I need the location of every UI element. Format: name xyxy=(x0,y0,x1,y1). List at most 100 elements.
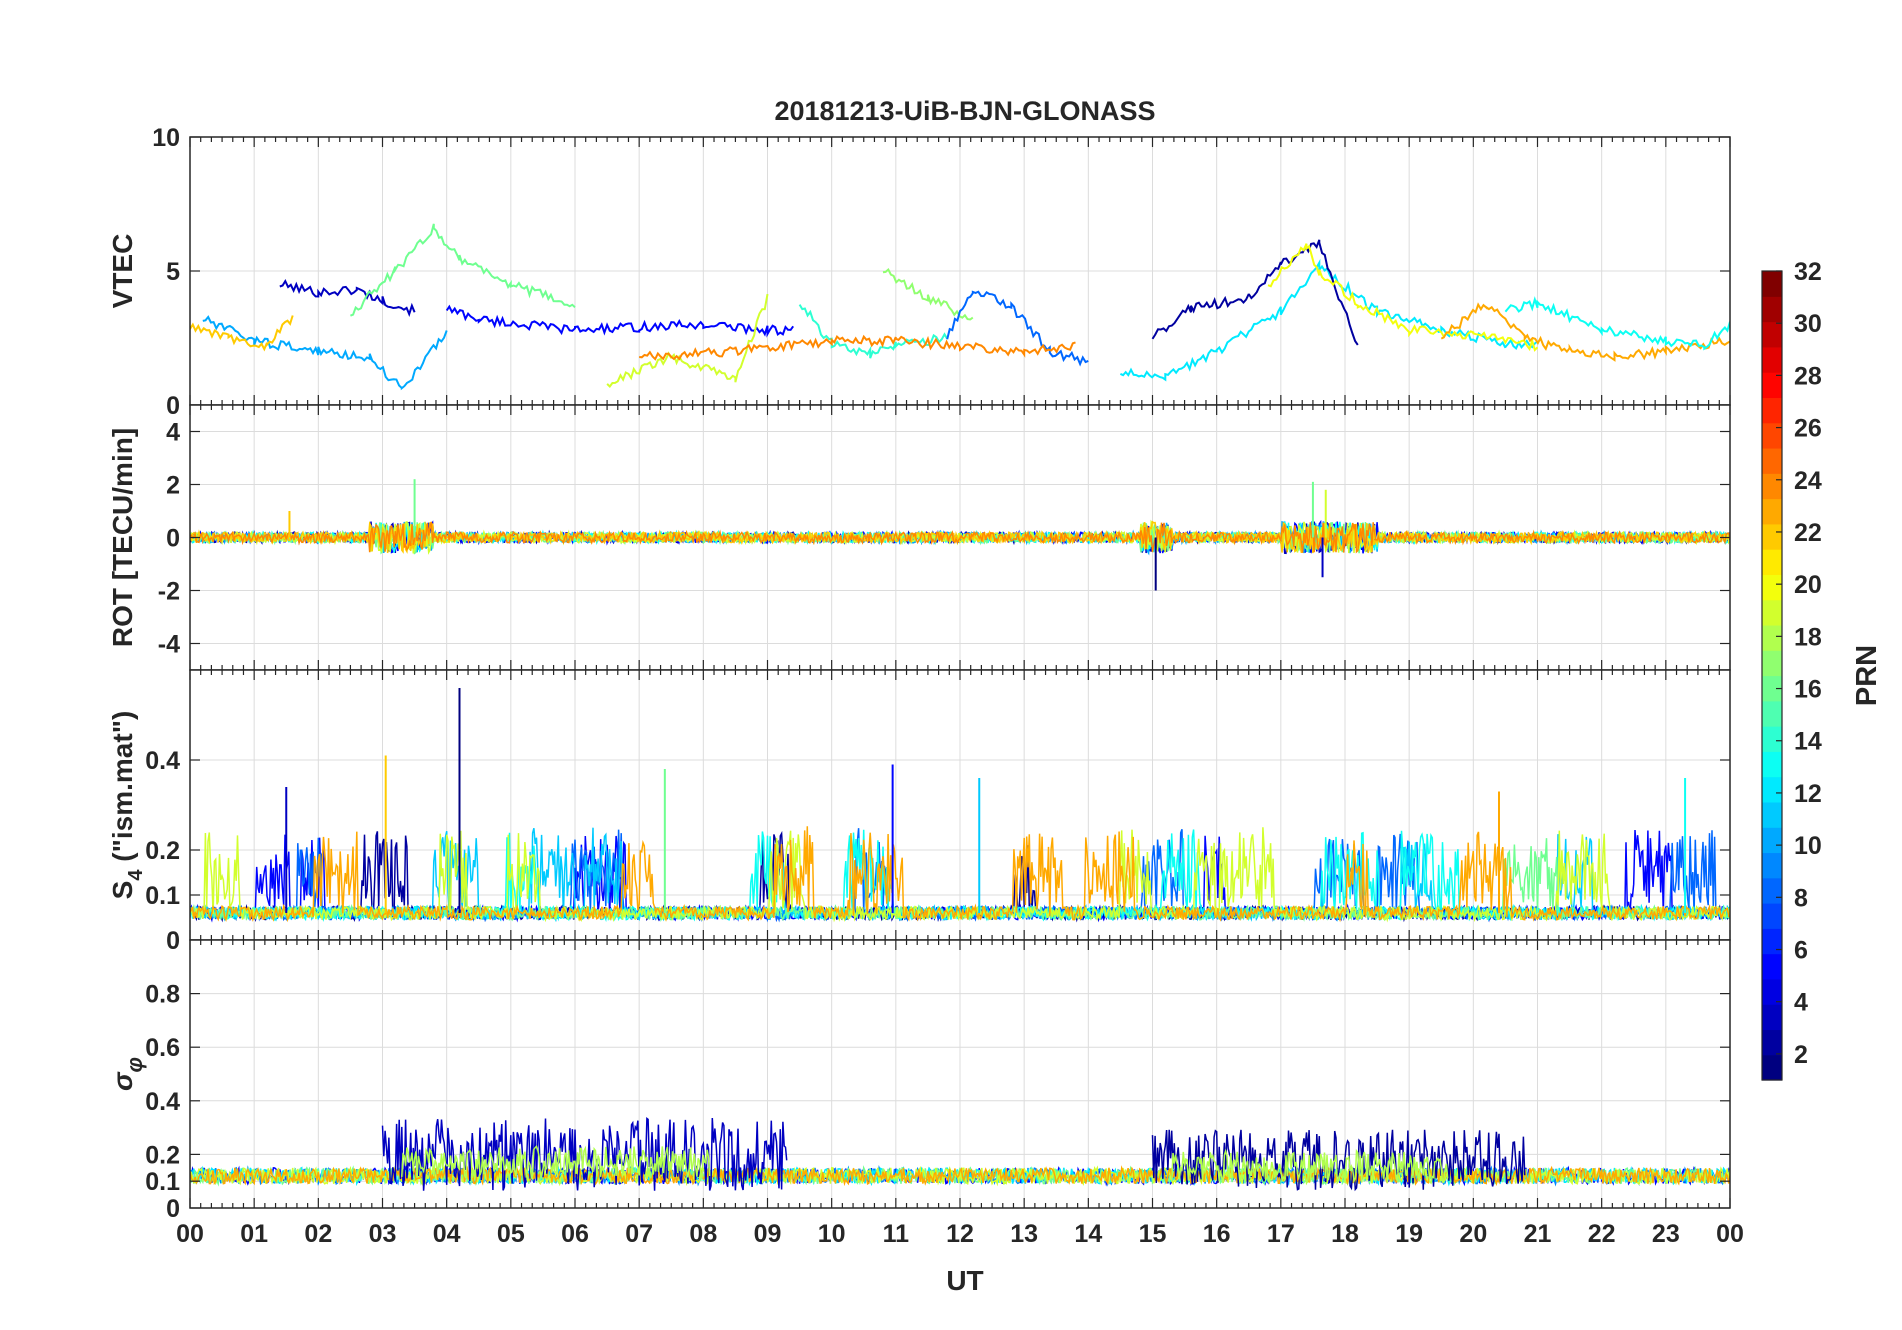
colorbar-band xyxy=(1762,751,1782,778)
colorbar-band xyxy=(1762,928,1782,955)
rot-series-prn-24 xyxy=(190,521,1730,554)
x-tick-label: 21 xyxy=(1524,1220,1552,1248)
colorbar-tick-label: 4 xyxy=(1794,989,1808,1017)
colorbar-tick-label: 24 xyxy=(1794,467,1822,495)
colorbar-band xyxy=(1762,447,1782,474)
vtec-series-prn-23 xyxy=(1440,302,1730,362)
y-tick-label: 0 xyxy=(166,927,180,955)
y-tick-label: 5 xyxy=(166,258,180,286)
panel-rot-ticks: -4 -2 0 2 4 xyxy=(158,405,1731,670)
x-tick-label: 18 xyxy=(1331,1220,1359,1248)
vtec-series-prn-16 xyxy=(350,223,576,317)
vtec-series-prn-8 xyxy=(946,290,1089,367)
colorbar-band xyxy=(1762,372,1782,399)
colorbar-band xyxy=(1762,296,1782,323)
ylabel-main: σ xyxy=(107,1071,138,1091)
vtec-series-prn-5 xyxy=(445,304,795,338)
x-tick-label: 05 xyxy=(497,1220,525,1248)
colorbar-band xyxy=(1762,599,1782,626)
y-tick-label: -4 xyxy=(158,631,180,659)
colorbar-band xyxy=(1762,1029,1782,1056)
colorbar-band xyxy=(1762,877,1782,904)
panel-s4-ylabel: S4 ("ism.mat") xyxy=(107,711,147,900)
x-tick-label: 10 xyxy=(818,1220,846,1248)
colorbar-band xyxy=(1762,827,1782,854)
ylabel-sub: φ xyxy=(122,1057,147,1072)
colorbar-band xyxy=(1762,1054,1782,1081)
s4-series-prn-23 xyxy=(190,826,1730,923)
y-tick-label: 10 xyxy=(152,124,180,152)
y-tick-label: 0 xyxy=(166,392,180,420)
x-tick-label: 23 xyxy=(1652,1220,1680,1248)
rot-series-prn-19 xyxy=(190,519,1730,555)
y-tick-label: 0.6 xyxy=(145,1034,180,1062)
x-tick-label: 00 xyxy=(1716,1220,1744,1248)
colorbar-band xyxy=(1762,776,1782,803)
colorbar-band xyxy=(1762,346,1782,373)
ylabel-main: S xyxy=(107,881,138,900)
chart-title: 20181213-UiB-BJN-GLONASS xyxy=(774,96,1155,126)
sigma-active-prn-2 xyxy=(1151,1129,1526,1192)
colorbar-band xyxy=(1762,903,1782,929)
colorbar-band xyxy=(1762,726,1782,752)
colorbar-tick-label: 30 xyxy=(1794,310,1822,338)
vtec-series-prn-3 xyxy=(279,279,416,317)
x-tick-label: 11 xyxy=(883,1220,910,1248)
colorbar-band xyxy=(1762,574,1782,601)
x-axis: 00 01 02 03 04 05 06 07 08 09 10 11 12 13 14 15 16 17 18 19… xyxy=(176,1220,1744,1248)
vtec-series-prn-12 xyxy=(1119,258,1539,382)
x-tick-label: 01 xyxy=(240,1220,268,1248)
colorbar-band xyxy=(1762,700,1782,727)
x-tick-label: 16 xyxy=(1203,1220,1231,1248)
y-tick-label: 0 xyxy=(166,525,180,553)
x-tick-label: 00 xyxy=(176,1220,204,1248)
colorbar-band xyxy=(1762,397,1782,424)
panel-vtec: 0 5 10 VTEC xyxy=(107,124,1731,420)
y-tick-label: 0.2 xyxy=(145,1141,180,1169)
colorbar-band xyxy=(1762,498,1782,525)
panel-sigma: 00.10.2 0.4 0.6 0.8 σφ xyxy=(107,939,1731,1223)
x-tick-label: 09 xyxy=(754,1220,782,1248)
colorbar-band xyxy=(1762,675,1782,702)
x-axis-label: UT xyxy=(946,1265,983,1296)
colorbar-band xyxy=(1762,852,1782,879)
colorbar-tick-label: 18 xyxy=(1794,623,1822,651)
colorbar-band xyxy=(1762,953,1782,980)
colorbar-tick-label: 6 xyxy=(1794,937,1808,965)
x-tick-label: 13 xyxy=(1010,1220,1038,1248)
y-tick-label: 0 xyxy=(166,1195,180,1223)
panel-rot-ylabel: ROT [TECU/min] xyxy=(107,428,138,647)
vtec-series-prn-2 xyxy=(1151,239,1359,346)
y-tick-label: 0.1 xyxy=(145,882,180,910)
colorbar-band xyxy=(1762,271,1782,297)
panel-vtec-lines xyxy=(190,223,1730,391)
panel-vtec-ticks: 0 5 10 xyxy=(152,124,1731,420)
y-tick-label: 4 xyxy=(166,419,180,447)
x-tick-label: 22 xyxy=(1588,1220,1616,1248)
colorbar-band xyxy=(1762,650,1782,677)
colorbar-band xyxy=(1762,978,1782,1005)
vtec-series-prn-24 xyxy=(639,334,1076,361)
x-tick-label: 15 xyxy=(1139,1220,1167,1248)
panel-s4-lines xyxy=(190,688,1730,923)
x-tick-label: 06 xyxy=(561,1220,589,1248)
sigma-active-prn-18 xyxy=(1171,1148,1449,1186)
y-tick-label: 0.4 xyxy=(145,1088,180,1116)
colorbar-tick-label: 22 xyxy=(1794,519,1822,547)
colorbar-tick-label: 12 xyxy=(1794,780,1822,808)
vtec-series-prn-20 xyxy=(1267,243,1539,352)
vtec-series-prn-17 xyxy=(882,268,974,321)
colorbar-band xyxy=(1762,473,1782,500)
panel-sigma-frame xyxy=(189,939,1731,1209)
colorbar-band xyxy=(1762,422,1782,449)
vtec-series-prn-22 xyxy=(190,315,294,352)
colorbar-band xyxy=(1762,321,1782,348)
colorbar-tick-label: 20 xyxy=(1794,571,1822,599)
colorbar-tick-label: 2 xyxy=(1794,1041,1808,1069)
colorbar-band xyxy=(1762,1004,1782,1031)
colorbar-tick-label: 26 xyxy=(1794,415,1822,443)
ylabel-sub: 4 xyxy=(125,869,147,881)
x-tick-label: 12 xyxy=(946,1220,974,1248)
colorbar-band xyxy=(1762,523,1782,550)
